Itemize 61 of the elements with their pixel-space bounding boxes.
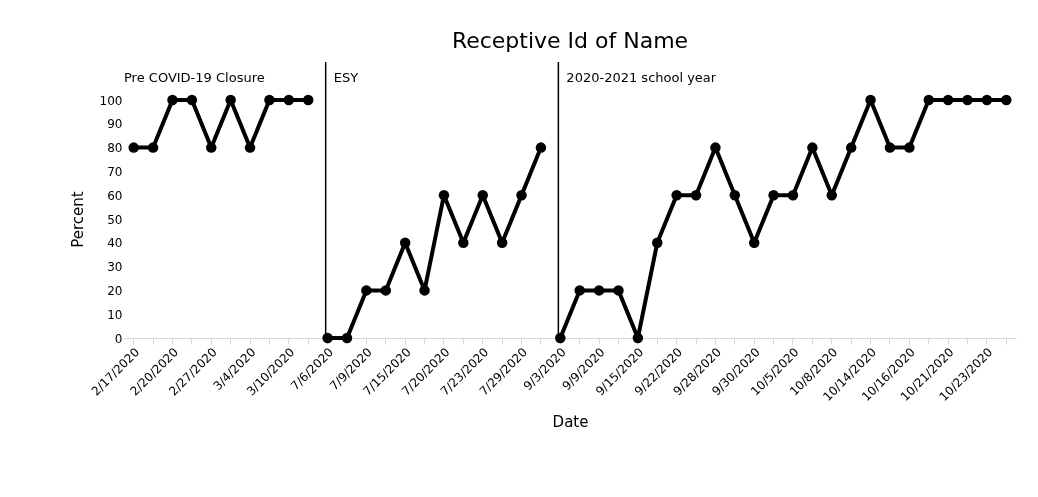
y-tick-label: 60 [107, 188, 123, 203]
point [593, 285, 605, 296]
point [458, 237, 469, 249]
point [884, 142, 896, 153]
point [787, 189, 799, 201]
point [768, 189, 779, 201]
point [923, 94, 934, 106]
point [652, 237, 663, 249]
point [865, 94, 876, 106]
point [671, 189, 682, 201]
point [128, 142, 139, 153]
point [283, 94, 295, 106]
text: Pre COVID-19 Closure [124, 70, 265, 85]
y-tick-label: 20 [107, 283, 123, 298]
point [477, 189, 488, 201]
point [845, 142, 857, 153]
point [147, 142, 159, 153]
point [690, 189, 702, 201]
x-axis-title: Date [552, 413, 589, 432]
point [555, 332, 566, 344]
point [904, 142, 915, 153]
point [419, 285, 430, 296]
point [942, 94, 954, 106]
y-tick-label: 90 [107, 117, 123, 132]
point [613, 285, 624, 296]
point [535, 142, 547, 153]
point [807, 142, 818, 153]
point [981, 94, 993, 106]
point [302, 94, 314, 106]
y-tick-label: 50 [107, 212, 123, 227]
point [748, 237, 760, 249]
y-tick-label: 30 [107, 260, 123, 275]
y-axis-title: Percent [68, 191, 87, 248]
point [496, 237, 508, 249]
point [516, 189, 527, 201]
ref-line-label: ESY [333, 70, 359, 85]
chart-title: Receptive Id of Name [451, 28, 689, 54]
y-tick-label: 70 [107, 164, 123, 179]
point [962, 94, 973, 106]
y-tick-label: 40 [107, 236, 123, 251]
point [438, 189, 450, 201]
point [244, 142, 256, 153]
point [186, 94, 198, 106]
y-tick-label: 100 [99, 93, 123, 108]
point [225, 94, 236, 106]
point [206, 142, 217, 153]
point [632, 332, 644, 344]
point [380, 285, 392, 296]
point [574, 285, 585, 296]
y-tick-label: 80 [107, 141, 123, 156]
point [322, 332, 333, 344]
point [710, 142, 721, 153]
y-tick-label: 0 [114, 331, 123, 346]
y-tick-label: 10 [107, 307, 123, 322]
point [264, 94, 275, 106]
point [361, 285, 372, 296]
point [341, 332, 353, 344]
point [167, 94, 178, 106]
point [1001, 94, 1012, 106]
ref-line-label: 2020-2021 school year [566, 70, 717, 85]
point [729, 189, 741, 201]
